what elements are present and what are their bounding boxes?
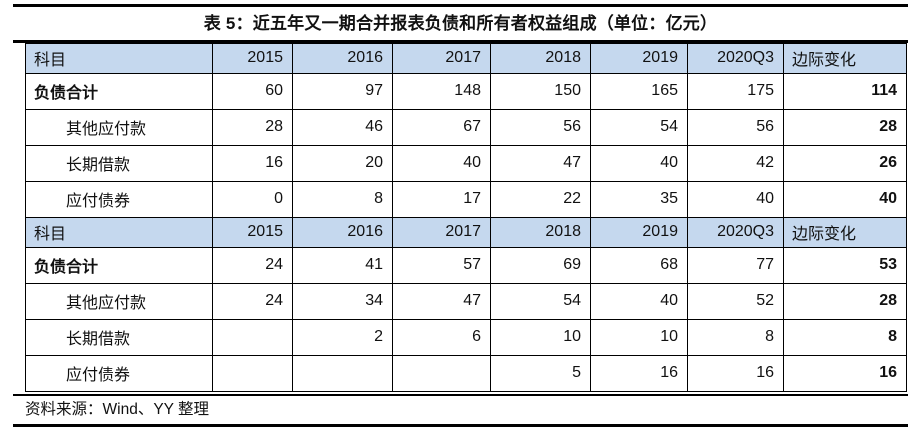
cell-value: 42 [687,144,784,182]
row-label: 其他应付款 [25,282,213,320]
cell-value: 69 [490,246,591,284]
col-header-2019: 2019 [590,42,688,74]
cell-value: 60 [212,72,293,110]
cell-value [292,354,393,392]
cell-marginal-change: 8 [783,318,907,356]
cell-value: 40 [392,144,491,182]
cell-value: 57 [392,246,491,284]
cell-marginal-change: 40 [783,180,907,218]
col-header-2018: 2018 [490,216,591,248]
col-header-subject: 科目 [25,216,213,248]
row-other-payables: 其他应付款 24 34 47 54 40 52 28 [25,282,907,320]
cell-marginal-change: 114 [783,72,907,110]
cell-value [212,354,293,392]
cell-value: 2 [292,318,393,356]
col-header-2015: 2015 [212,42,293,74]
top-rule [13,4,908,7]
cell-value: 67 [392,108,491,146]
cell-value: 16 [687,354,784,392]
cell-value: 34 [292,282,393,320]
cell-value: 150 [490,72,591,110]
cell-value: 148 [392,72,491,110]
cell-marginal-change: 16 [783,354,907,392]
cell-value: 35 [590,180,688,218]
cell-value: 52 [687,282,784,320]
cell-value: 175 [687,72,784,110]
cell-value: 0 [212,180,293,218]
col-header-marginal-change: 边际变化 [783,42,907,74]
cell-value: 28 [212,108,293,146]
row-total-liabilities: 负债合计 24 41 57 69 68 77 53 [25,246,907,284]
col-header-subject: 科目 [25,42,213,74]
col-header-2016: 2016 [292,42,393,74]
col-header-2016: 2016 [292,216,393,248]
row-total-liabilities: 负债合计 60 97 148 150 165 175 114 [25,72,907,110]
section1-header-row: 科目 2015 2016 2017 2018 2019 2020Q3 边际变化 [25,42,907,74]
cell-value: 22 [490,180,591,218]
cell-value: 5 [490,354,591,392]
cell-value: 24 [212,246,293,284]
cell-value: 54 [490,282,591,320]
cell-value: 10 [590,318,688,356]
table-title: 表 5：近五年又一期合并报表负债和所有者权益组成（单位：亿元） [203,14,718,33]
cell-value [392,354,491,392]
liabilities-equity-table: 科目 2015 2016 2017 2018 2019 2020Q3 边际变化 … [25,42,907,392]
cell-value: 41 [292,246,393,284]
row-bonds-payable: 应付债券 5 16 16 16 [25,354,907,392]
cell-value: 40 [590,144,688,182]
cell-marginal-change: 28 [783,282,907,320]
cell-value: 68 [590,246,688,284]
col-header-2020q3: 2020Q3 [687,216,784,248]
cell-value: 8 [687,318,784,356]
row-other-payables: 其他应付款 28 46 67 56 54 56 28 [25,108,907,146]
col-header-2015: 2015 [212,216,293,248]
col-header-2017: 2017 [392,216,491,248]
cell-value: 97 [292,72,393,110]
row-long-term-loans: 长期借款 16 20 40 47 40 42 26 [25,144,907,182]
cell-value: 20 [292,144,393,182]
cell-value: 17 [392,180,491,218]
cell-value: 16 [212,144,293,182]
cell-value: 8 [292,180,393,218]
cell-value: 10 [490,318,591,356]
cell-value: 56 [490,108,591,146]
source-separator-rule [13,393,908,396]
col-header-2017: 2017 [392,42,491,74]
col-header-2018: 2018 [490,42,591,74]
col-header-2019: 2019 [590,216,688,248]
cell-value: 46 [292,108,393,146]
cell-value [212,318,293,356]
row-label: 负债合计 [25,246,213,284]
cell-value: 165 [590,72,688,110]
col-header-marginal-change: 边际变化 [783,216,907,248]
cell-value: 56 [687,108,784,146]
cell-value: 47 [392,282,491,320]
bottom-rule [13,424,908,427]
cell-value: 40 [590,282,688,320]
cell-value: 47 [490,144,591,182]
row-label: 负债合计 [25,72,213,110]
cell-marginal-change: 26 [783,144,907,182]
cell-value: 77 [687,246,784,284]
row-label: 长期借款 [25,318,213,356]
cell-value: 24 [212,282,293,320]
data-source: 资料来源：Wind、YY 整理 [25,401,210,418]
row-bonds-payable: 应付债券 0 8 17 22 35 40 40 [25,180,907,218]
cell-marginal-change: 28 [783,108,907,146]
row-label: 应付债券 [25,180,213,218]
row-label: 应付债券 [25,354,213,392]
cell-value: 40 [687,180,784,218]
col-header-2020q3: 2020Q3 [687,42,784,74]
cell-value: 6 [392,318,491,356]
row-long-term-loans: 长期借款 2 6 10 10 8 8 [25,318,907,356]
title-underline-rule [13,40,908,43]
cell-value: 16 [590,354,688,392]
cell-value: 54 [590,108,688,146]
section2-header-row: 科目 2015 2016 2017 2018 2019 2020Q3 边际变化 [25,216,907,248]
row-label: 其他应付款 [25,108,213,146]
cell-marginal-change: 53 [783,246,907,284]
row-label: 长期借款 [25,144,213,182]
